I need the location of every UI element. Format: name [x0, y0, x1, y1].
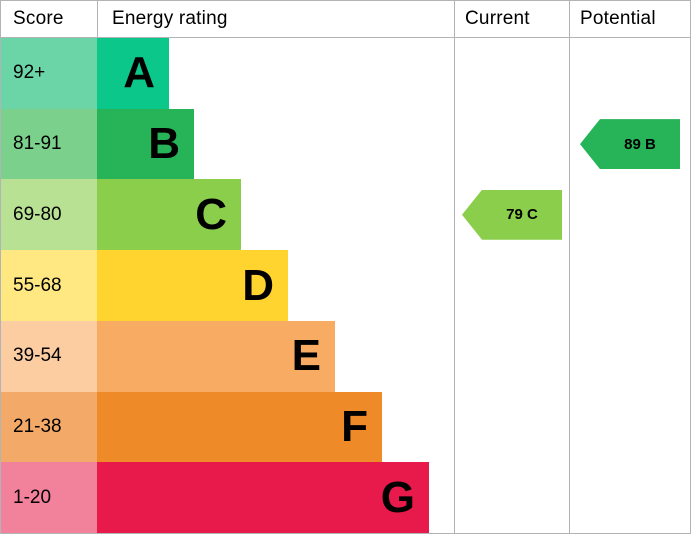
band-row-d: 55-68 D [1, 250, 690, 321]
chart-header: Score Energy rating Current Potential [1, 1, 690, 38]
header-potential: Potential [569, 1, 690, 37]
rating-bar-g: G [97, 462, 429, 534]
band-letter-d: D [242, 260, 274, 310]
rating-bar-b: B [97, 108, 194, 180]
potential-cell-e [569, 320, 690, 392]
potential-cell-c [569, 179, 690, 251]
band-letter-a: A [123, 48, 155, 98]
band-row-f: 21-38 F [1, 391, 690, 463]
rating-bar-d: D [97, 250, 288, 321]
rating-area-c: C [97, 179, 454, 251]
score-range-d: 55-68 [1, 250, 97, 321]
score-range-a: 92+ [1, 38, 97, 109]
header-energy-rating: Energy rating [97, 1, 454, 37]
current-cell-e [454, 320, 569, 392]
score-range-g: 1-20 [1, 462, 97, 534]
rating-area-a: A [97, 38, 454, 109]
band-row-e: 39-54 E [1, 320, 690, 392]
current-cell-d [454, 250, 569, 321]
potential-cell-a [569, 38, 690, 109]
band-row-c: 69-80 C 79 C [1, 179, 690, 251]
score-range-b: 81-91 [1, 108, 97, 180]
rating-bar-f: F [97, 391, 382, 463]
current-cell-c: 79 C [454, 179, 569, 251]
potential-cell-b: 89 B [569, 108, 690, 180]
rating-area-d: D [97, 250, 454, 321]
rating-area-g: G [97, 462, 454, 534]
potential-cell-f [569, 391, 690, 463]
potential-cell-g [569, 462, 690, 534]
band-letter-c: C [195, 189, 227, 239]
current-cell-g [454, 462, 569, 534]
current-rating-arrow: 79 C [462, 189, 562, 240]
band-row-a: 92+ A [1, 38, 690, 109]
score-range-c: 69-80 [1, 179, 97, 251]
header-score: Score [13, 8, 64, 29]
rating-bar-c: C [97, 179, 241, 251]
rating-bar-a: A [97, 38, 169, 109]
rating-bar-e: E [97, 320, 335, 392]
rating-area-e: E [97, 320, 454, 392]
potential-rating-arrow: 89 B [580, 119, 680, 170]
current-cell-a [454, 38, 569, 109]
band-letter-g: G [380, 472, 415, 522]
band-row-b: 81-91 B 89 B [1, 108, 690, 180]
score-range-f: 21-38 [1, 391, 97, 463]
band-letter-e: E [291, 331, 321, 381]
band-letter-f: F [341, 401, 368, 451]
header-current: Current [454, 1, 569, 37]
score-range-e: 39-54 [1, 320, 97, 392]
rating-area-f: F [97, 391, 454, 463]
band-row-g: 1-20 G [1, 462, 690, 534]
potential-cell-d [569, 250, 690, 321]
current-cell-f [454, 391, 569, 463]
band-letter-b: B [148, 119, 180, 169]
current-cell-b [454, 108, 569, 180]
rating-area-b: B [97, 108, 454, 180]
